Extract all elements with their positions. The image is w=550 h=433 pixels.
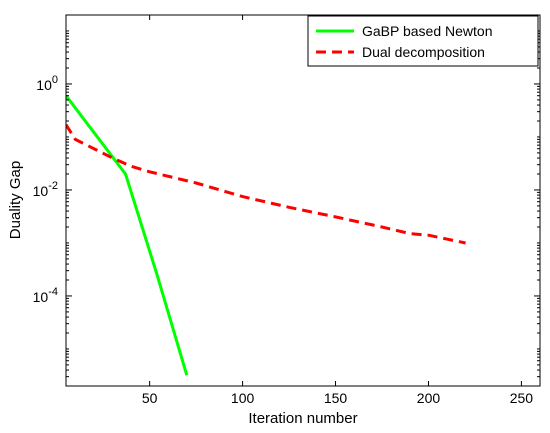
x-tick-label: 200 [417, 390, 441, 406]
plot-area [66, 15, 540, 386]
plot-frame [65, 14, 541, 387]
y-tick-label-base: 10 [36, 77, 52, 93]
x-tick-label: 150 [324, 390, 348, 406]
legend-box [307, 15, 539, 67]
x-axis: 50 100 150 200 250 [142, 15, 533, 406]
y-tick-label: 10-4 [33, 286, 58, 305]
legend: GaBP based Newton Dual decomposition [307, 15, 539, 67]
y-tick-label: 10-2 [33, 180, 58, 199]
x-tick-label: 50 [142, 390, 158, 406]
y-tick-label-base: 10 [33, 183, 49, 199]
legend-label: Dual decomposition [362, 44, 485, 60]
legend-label: GaBP based Newton [362, 23, 493, 39]
y-tick-label-exponent: 0 [52, 74, 58, 86]
x-axis-label: Iteration number [248, 410, 357, 427]
series-layer [66, 94, 466, 376]
y-tick-label: 100 [36, 74, 58, 93]
series-line-gabp-newton [66, 94, 189, 376]
series-line-dual-decomposition [66, 123, 466, 245]
y-tick-label-exponent: -2 [48, 180, 58, 192]
y-tick-label-base: 10 [33, 289, 49, 305]
x-tick-label: 250 [510, 390, 534, 406]
y-tick-label-exponent: -4 [48, 286, 58, 298]
y-axis-label: Duality Gap [7, 161, 24, 239]
x-tick-label: 100 [231, 390, 255, 406]
